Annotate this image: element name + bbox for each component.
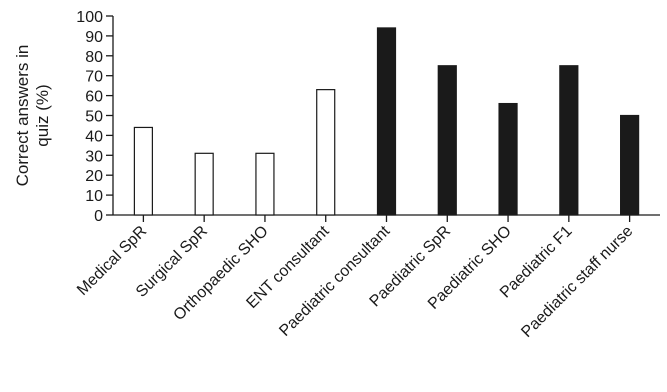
bar — [255, 152, 275, 216]
y-tick-label: 50 — [85, 109, 103, 126]
y-tick-label: 0 — [94, 208, 103, 225]
y-tick-label: 40 — [85, 128, 103, 145]
y-tick-label: 10 — [85, 188, 103, 205]
bars — [133, 27, 640, 216]
bar — [437, 65, 457, 216]
y-tick-label: 80 — [85, 49, 103, 66]
y-axis: 0 10 20 30 40 50 60 70 80 90 100 — [76, 9, 114, 225]
y-tick-label: 20 — [85, 168, 103, 185]
bar — [194, 152, 214, 216]
y-axis-title-line: quiz (%) — [33, 84, 52, 146]
category-label: Paediatric consultant — [276, 222, 393, 339]
bar — [559, 65, 579, 216]
y-tick-label: 100 — [76, 9, 103, 26]
bar — [376, 27, 397, 216]
x-axis — [113, 214, 660, 222]
bar — [316, 89, 336, 216]
bar — [620, 114, 640, 216]
category-label: Paediatric staff nurse — [518, 223, 636, 341]
y-tick-label: 70 — [85, 69, 103, 86]
y-tick-label: 90 — [85, 29, 103, 46]
y-axis-title-line: Correct answers in — [13, 45, 32, 187]
y-tick-label: 30 — [85, 148, 103, 165]
bar — [498, 102, 518, 216]
bar — [133, 126, 153, 216]
y-tick-label: 60 — [85, 89, 103, 106]
y-axis-title: Correct answers in quiz (%) — [13, 45, 52, 187]
